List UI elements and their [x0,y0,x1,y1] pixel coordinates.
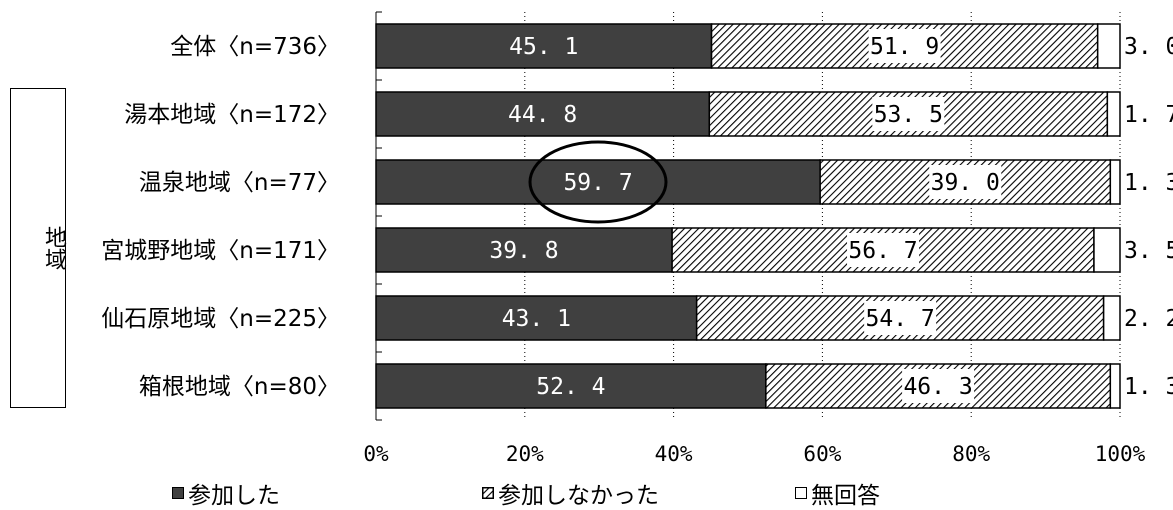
category-label: 宮城野地域〈n=171〉 [101,238,340,264]
data-label-not-participated: 39. 0 [931,170,1000,196]
data-label-participated: 39. 8 [489,238,558,264]
data-label-not-participated: 46. 3 [903,374,972,400]
data-label-participated: 44. 8 [508,102,577,128]
category-label: 湯本地域〈n=172〉 [124,102,340,128]
x-tick-label: 100% [1095,442,1146,466]
category-label: 箱根地域〈n=80〉 [139,374,340,400]
data-label-not-participated: 53. 5 [874,102,943,128]
data-label-no-answer: 3. 5 [1124,238,1173,264]
x-tick-label: 60% [803,442,841,466]
data-label-participated: 45. 1 [509,34,578,60]
data-label-participated: 59. 7 [563,170,632,196]
bar-segment-no-answer [1098,24,1120,68]
legend-label-no-answer: 無回答 [811,476,880,510]
data-label-no-answer: 1. 3 [1124,374,1173,400]
data-label-no-answer: 1. 7 [1124,102,1173,128]
legend-item-participated: 参加した [172,478,280,508]
data-label-not-participated: 51. 9 [870,34,939,60]
legend-item-no-answer: 無回答 [795,478,880,508]
category-label: 温泉地域〈n=77〉 [139,170,340,196]
data-label-participated: 52. 4 [536,374,605,400]
x-tick-label: 20% [506,442,544,466]
bar-segment-no-answer [1110,364,1120,408]
x-tick-label: 40% [655,442,693,466]
data-label-no-answer: 2. 2 [1124,306,1173,332]
region-group-box: 地域 [10,88,66,408]
x-tick-label: 80% [952,442,990,466]
chart-legend: 参加した 参加しなかった 無回答 [0,478,1173,508]
data-label-participated: 43. 1 [502,306,571,332]
legend-swatch-not-participated [482,487,494,499]
data-label-not-participated: 54. 7 [866,306,935,332]
bar-segment-no-answer [1110,160,1120,204]
bar-segment-no-answer [1107,92,1120,136]
category-label: 全体〈n=736〉 [170,34,340,60]
data-label-no-answer: 1. 3 [1124,170,1173,196]
legend-item-not-participated: 参加しなかった [482,478,659,508]
data-label-no-answer: 3. 0 [1124,34,1173,60]
region-group-label: 地域 [11,226,65,270]
legend-swatch-participated [172,487,184,499]
legend-label-participated: 参加した [188,476,280,510]
bar-segment-no-answer [1094,228,1120,272]
legend-label-not-participated: 参加しなかった [498,476,659,510]
legend-swatch-no-answer [795,487,807,499]
bar-segment-no-answer [1104,296,1120,340]
data-label-not-participated: 56. 7 [848,238,917,264]
x-tick-label: 0% [363,442,389,466]
category-label: 仙石原地域〈n=225〉 [101,306,340,332]
